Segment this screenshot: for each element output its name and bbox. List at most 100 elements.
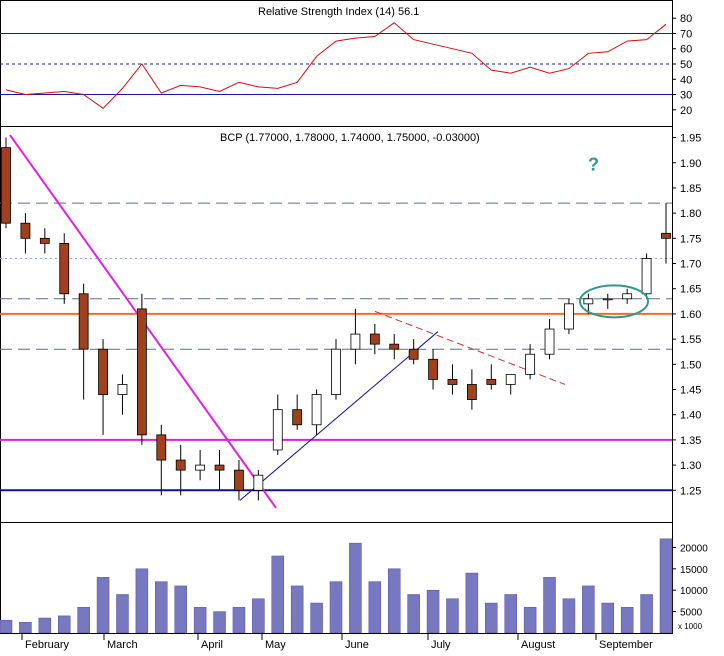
rsi-title: Relative Strength Index (14) 56.1	[258, 6, 419, 18]
candle-body	[175, 459, 186, 471]
candle-body	[136, 308, 147, 436]
price-tick-label: 1.95	[680, 133, 701, 145]
volume-bar	[659, 538, 673, 634]
candle-body	[389, 343, 400, 350]
candle-body	[622, 293, 633, 300]
month-label: March	[107, 639, 138, 651]
volume-bar	[620, 607, 634, 634]
price-tick-label: 1.50	[680, 359, 701, 371]
candle-body	[59, 242, 70, 295]
rsi-tick-label: 70	[680, 28, 692, 40]
price-tick-label: 1.30	[680, 460, 701, 472]
price-tick-label: 1.90	[680, 158, 701, 170]
rsi-tick-label: 50	[680, 59, 692, 71]
volume-bar	[19, 622, 32, 634]
volume-bar	[155, 581, 168, 634]
volume-bar	[57, 615, 71, 634]
volume-bar	[116, 594, 129, 634]
consolidation-ellipse	[579, 284, 649, 319]
candle-body	[466, 384, 477, 400]
volume-bar	[504, 594, 517, 634]
candle-body	[350, 333, 361, 350]
candle-body	[78, 293, 89, 350]
candle-body	[486, 379, 497, 385]
volume-bar	[640, 594, 653, 634]
volume-bar	[135, 568, 149, 634]
rsi-tick-label: 40	[680, 74, 692, 86]
candle-body	[311, 394, 322, 426]
candle-body	[428, 358, 438, 380]
price-tick-label: 1.60	[680, 309, 701, 321]
price-tick-label: 1.65	[680, 284, 701, 296]
volume-bar	[485, 602, 498, 634]
candle-body	[641, 258, 652, 295]
volume-bar	[310, 602, 323, 634]
price-tick-label: 1.75	[680, 233, 701, 245]
candle-body	[369, 333, 380, 345]
volume-unit-label: x 1000	[678, 622, 703, 631]
rsi-tick-label: 30	[680, 90, 692, 102]
volume-bar	[446, 598, 459, 634]
volume-tick-label: 15000	[680, 565, 708, 576]
volume-bar	[213, 611, 226, 634]
price-tick-label: 1.25	[680, 485, 701, 497]
candle-body	[156, 434, 167, 461]
volume-bar	[0, 619, 13, 634]
volume-bar	[232, 607, 246, 634]
volume-bar	[582, 585, 595, 634]
price-title: BCP (1.77000, 1.78000, 1.74000, 1.75000,…	[220, 132, 480, 144]
x-axis: February March April May June July August Septe…	[0, 633, 672, 651]
rsi-tick-label: 80	[680, 13, 692, 25]
volume-bar	[96, 577, 110, 634]
candle-body	[661, 232, 671, 239]
volume-bar	[387, 568, 401, 634]
volume-bar	[252, 598, 265, 634]
month-label: June	[345, 639, 369, 651]
month-label: July	[431, 639, 451, 651]
candle-body	[214, 464, 225, 471]
volume-bar	[407, 594, 420, 634]
question-mark: ?	[588, 154, 599, 174]
candle-body	[544, 328, 555, 355]
rsi-tick-label: 20	[680, 105, 692, 117]
price-panel: 1.95 1.90 1.85 1.80 1.75 1.70 1.65 1.60 1.55 1.50…	[0, 126, 701, 523]
volume-bar	[174, 585, 187, 634]
volume-panel: 20000 15000 10000 5000 x 1000	[0, 522, 708, 634]
candle-body	[564, 303, 574, 330]
month-label: April	[201, 639, 223, 651]
volume-bar	[543, 577, 556, 634]
month-label: February	[25, 639, 70, 651]
volume-bar	[290, 585, 304, 634]
volume-bar	[77, 607, 90, 634]
volume-bar	[38, 617, 52, 634]
month-label: May	[265, 639, 286, 651]
uptrend-line	[239, 331, 439, 501]
volume-bar	[523, 607, 537, 634]
price-tick-label: 1.35	[680, 435, 701, 447]
volume-bar	[426, 589, 440, 634]
candle-body	[292, 409, 303, 426]
candle-body	[331, 348, 341, 395]
candle-body	[505, 373, 516, 385]
rsi-line	[5, 22, 667, 109]
price-tick-label: 1.80	[680, 208, 701, 220]
month-label: August	[521, 639, 555, 651]
candle-body	[39, 237, 50, 244]
candle-body	[20, 222, 31, 239]
rsi-panel: 80 70 60 50 40 30 20 Relative Strength Index (1…	[0, 0, 692, 127]
volume-bar	[368, 581, 382, 634]
volume-bar	[465, 572, 479, 634]
volume-bar	[601, 602, 615, 634]
volume-tick-label: 20000	[680, 543, 708, 554]
candle-body	[98, 348, 108, 395]
volume-bar	[349, 542, 362, 634]
candle-body	[272, 409, 283, 451]
candle-body	[1, 147, 11, 224]
candle-body	[234, 469, 244, 491]
price-tick-label: 1.85	[680, 183, 701, 195]
candle-body	[195, 464, 206, 471]
candle-body	[583, 298, 594, 305]
volume-tick-label: 5000	[680, 608, 703, 619]
